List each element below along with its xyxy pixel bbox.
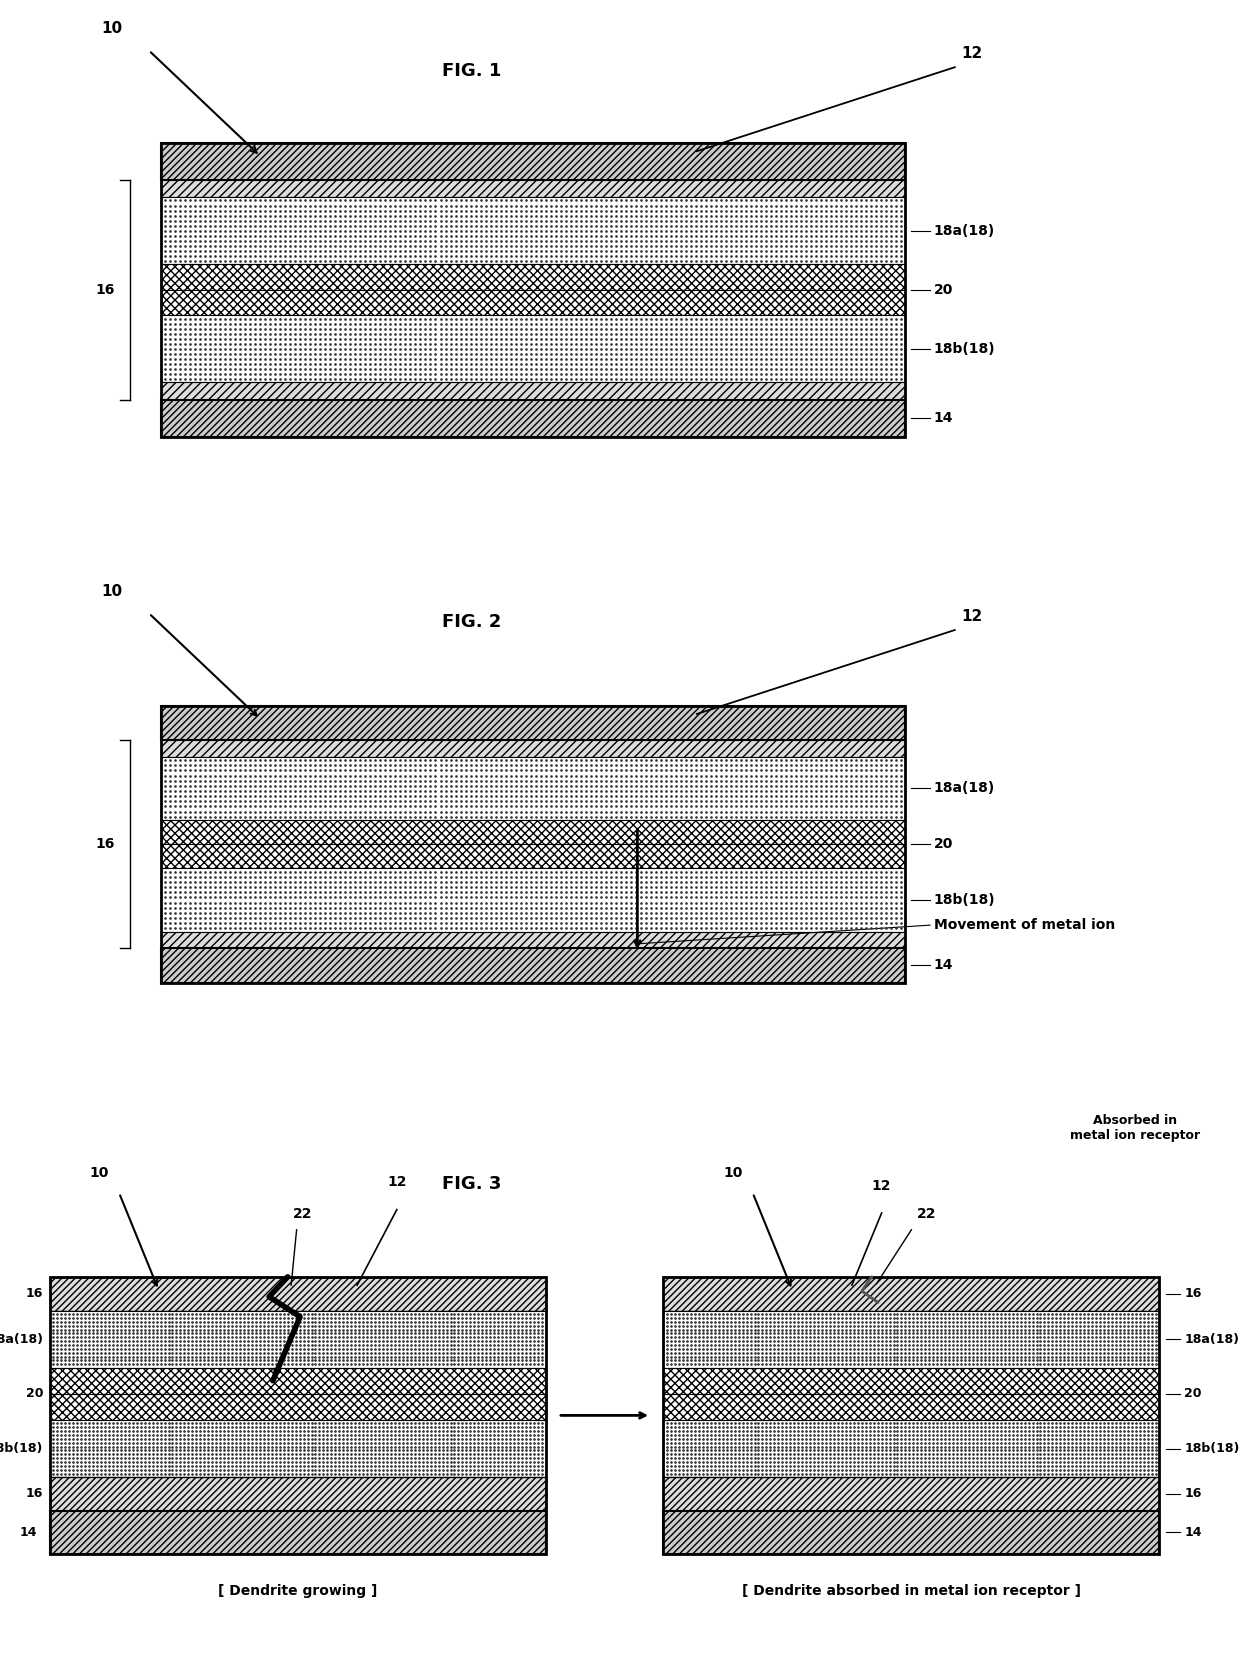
- Text: 16: 16: [1184, 1487, 1202, 1500]
- Bar: [161, 948, 905, 983]
- Text: [ Dendrite absorbed in metal ion receptor ]: [ Dendrite absorbed in metal ion recepto…: [742, 1584, 1081, 1598]
- Text: FIG. 1: FIG. 1: [441, 62, 501, 79]
- Text: 10: 10: [100, 22, 123, 35]
- Bar: [50, 1510, 546, 1554]
- Bar: [161, 400, 905, 437]
- Bar: [161, 383, 905, 400]
- Text: 18a(18): 18a(18): [1184, 1332, 1239, 1346]
- Text: Absorbed in
metal ion receptor: Absorbed in metal ion receptor: [1070, 1114, 1199, 1142]
- Text: 20: 20: [934, 282, 954, 297]
- Text: 22: 22: [916, 1208, 936, 1221]
- Text: 18a(18): 18a(18): [934, 781, 994, 795]
- Bar: [663, 1510, 1159, 1554]
- Bar: [663, 1277, 1159, 1554]
- Bar: [161, 264, 905, 289]
- Bar: [663, 1277, 1159, 1310]
- Bar: [50, 1368, 546, 1394]
- Text: 20: 20: [26, 1388, 43, 1401]
- Bar: [663, 1310, 1159, 1368]
- Text: 20: 20: [934, 837, 954, 852]
- Text: 12: 12: [872, 1179, 892, 1193]
- Text: 12: 12: [961, 610, 982, 623]
- Bar: [50, 1420, 546, 1477]
- Bar: [161, 316, 905, 383]
- Text: 14: 14: [20, 1525, 37, 1539]
- Bar: [50, 1477, 546, 1510]
- Bar: [161, 756, 905, 820]
- Text: 14: 14: [934, 959, 954, 973]
- Text: 12: 12: [961, 47, 982, 60]
- Text: 10: 10: [100, 585, 123, 598]
- Text: 18b(18): 18b(18): [934, 894, 996, 907]
- Text: 14: 14: [934, 412, 954, 425]
- Bar: [161, 932, 905, 948]
- Text: 22: 22: [293, 1208, 312, 1221]
- Text: 16: 16: [1184, 1287, 1202, 1300]
- Text: 16: 16: [26, 1487, 43, 1500]
- Bar: [50, 1394, 546, 1420]
- Text: 18b(18): 18b(18): [1184, 1441, 1240, 1455]
- Text: 18a(18): 18a(18): [934, 223, 994, 237]
- Bar: [161, 741, 905, 756]
- Bar: [663, 1420, 1159, 1477]
- Bar: [50, 1277, 546, 1310]
- Bar: [50, 1277, 546, 1554]
- Text: Movement of metal ion: Movement of metal ion: [934, 919, 1115, 932]
- Text: 10: 10: [89, 1166, 109, 1179]
- Text: FIG. 3: FIG. 3: [441, 1176, 501, 1193]
- Bar: [161, 289, 905, 316]
- Bar: [161, 820, 905, 843]
- Text: 18a(18): 18a(18): [0, 1332, 43, 1346]
- Bar: [161, 706, 905, 741]
- Text: FIG. 2: FIG. 2: [441, 613, 501, 630]
- Bar: [50, 1310, 546, 1368]
- Bar: [663, 1394, 1159, 1420]
- Bar: [161, 706, 905, 983]
- Bar: [161, 869, 905, 932]
- Text: 10: 10: [723, 1166, 743, 1179]
- Text: 14: 14: [1184, 1525, 1202, 1539]
- Text: 16: 16: [26, 1287, 43, 1300]
- Text: 16: 16: [95, 282, 115, 297]
- Bar: [161, 180, 905, 197]
- Text: 18b(18): 18b(18): [0, 1441, 43, 1455]
- Text: 16: 16: [95, 837, 115, 852]
- Text: [ Dendrite growing ]: [ Dendrite growing ]: [218, 1584, 377, 1598]
- Text: 20: 20: [1184, 1388, 1202, 1401]
- Text: 18b(18): 18b(18): [934, 343, 996, 356]
- Bar: [161, 143, 905, 180]
- Bar: [161, 843, 905, 869]
- Bar: [161, 197, 905, 264]
- Text: 12: 12: [387, 1176, 407, 1189]
- Bar: [663, 1368, 1159, 1394]
- Bar: [663, 1477, 1159, 1510]
- Bar: [161, 143, 905, 437]
